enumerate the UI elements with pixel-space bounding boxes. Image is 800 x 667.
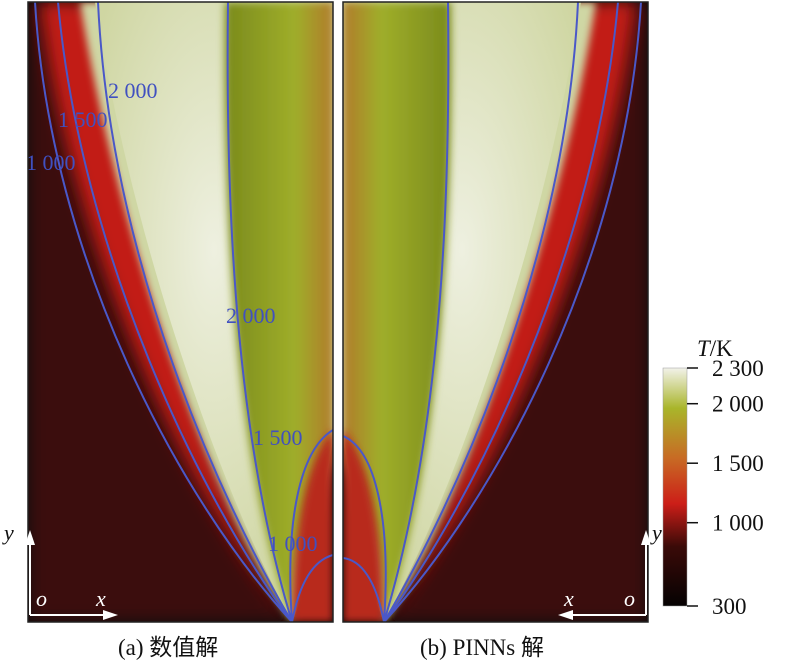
origin-label-b: o xyxy=(624,586,635,611)
contour-label-1500-right: 1 500 xyxy=(253,425,303,450)
colorbar-title-var: T xyxy=(697,336,712,361)
colorbar-tick-label-3: 1 000 xyxy=(712,511,764,536)
contour-label-2000-left: 2 000 xyxy=(108,78,158,103)
colorbar-ticks: 2 300 2 000 1 500 1 000 300 xyxy=(687,356,764,619)
colorbar-title: T/K xyxy=(697,336,733,361)
axis-x-label-a: x xyxy=(95,586,106,611)
colorbar-tick-label-1: 2 000 xyxy=(712,392,764,417)
colorbar-tick-label-4: 300 xyxy=(712,594,747,619)
colorbar-gradient xyxy=(662,367,688,607)
axis-indicator-a xyxy=(25,530,118,620)
caption-b: (b) PINNs 解 xyxy=(420,635,544,660)
contour-label-1500-left: 1 500 xyxy=(58,107,108,132)
axis-indicator-b xyxy=(558,530,651,620)
panel-pinns xyxy=(343,2,648,622)
colorbar-tick-label-2: 1 500 xyxy=(712,451,764,476)
caption-a: (a) 数值解 xyxy=(118,635,219,660)
axis-y-label-b: y xyxy=(650,520,662,545)
colorbar: T/K 2 300 2 000 1 500 1 000 300 xyxy=(662,336,764,619)
contour-label-2000-center: 2 000 xyxy=(226,303,276,328)
panel-b-frame xyxy=(342,1,649,623)
panel-numerical: 1 000 1 500 2 000 2 000 1 500 1 000 xyxy=(26,2,333,622)
contour-label-1000-left: 1 000 xyxy=(26,150,76,175)
colorbar-tick-label-0: 2 300 xyxy=(712,356,764,381)
axis-y-label-a: y xyxy=(2,520,14,545)
origin-label-a: o xyxy=(36,586,47,611)
axis-x-label-b: x xyxy=(563,586,574,611)
contour-label-1000-right: 1 000 xyxy=(268,531,318,556)
panel-a-frame xyxy=(27,1,334,623)
colorbar-title-unit: /K xyxy=(710,336,733,361)
